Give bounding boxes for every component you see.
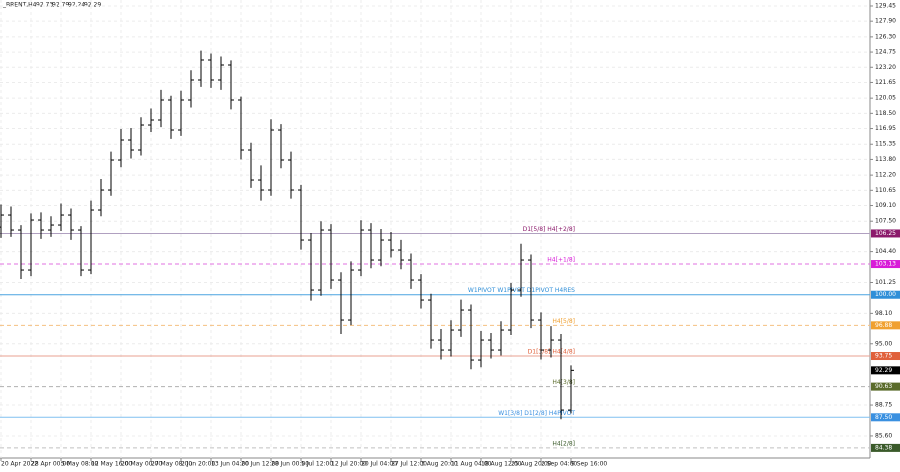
x-tick-label: 5 May 08:00: [61, 461, 99, 468]
y-tick-label: 126.30: [875, 33, 896, 40]
x-tick-label: 12 May 16:00: [91, 461, 132, 468]
x-tick-label: 20 May 00:00: [121, 461, 162, 468]
y-tick-label: 107.50: [875, 218, 896, 225]
quote-value: 92.24: [68, 2, 85, 9]
x-tick-label: 25 Aug 20:00: [511, 461, 552, 468]
level-label: D1[5/8] H4[+2/8]: [523, 226, 575, 233]
x-tick-label: 20 Jun 12:00: [241, 461, 279, 468]
x-tick-label: 20 Jul 04:00: [361, 461, 397, 468]
y-tick-label: 109.10: [875, 202, 896, 209]
level-tag: [871, 382, 900, 391]
quote-value: 92.29: [84, 2, 101, 9]
x-tick-label: 2 Sep 04:00: [541, 461, 577, 468]
y-tick-label: 120.05: [875, 95, 896, 102]
y-tick-label: 121.65: [875, 79, 896, 86]
y-tick-label: 95.00: [875, 340, 892, 347]
level-tag: [871, 413, 900, 422]
y-tick-label: 98.10: [875, 310, 892, 317]
level-label: H4[3/8]: [552, 379, 575, 386]
level-tag-label: 106.25: [875, 230, 896, 237]
level-tag-label: 87.50: [875, 414, 892, 421]
x-tick-label: 18 Aug 12:00: [481, 461, 522, 468]
y-tick-label: 113.80: [875, 156, 896, 163]
level-tag: [871, 229, 900, 238]
y-tick-label: 101.25: [875, 279, 896, 286]
level-tag: [871, 352, 900, 361]
y-tick-label: 116.95: [875, 125, 896, 132]
level-label: H4[+1/8]: [547, 257, 575, 264]
level-tag-label: 100.00: [875, 291, 896, 298]
level-tag: [871, 443, 900, 452]
y-tick-label: 123.20: [875, 64, 896, 71]
x-tick-label: 20 Apr 2022: [1, 461, 38, 468]
chart-title: _BRENT,H4: [2, 2, 37, 9]
x-tick-label: 2 Jun 20:00: [181, 461, 215, 468]
level-label: W1[3/8] D1[2/8] H4PIVOT: [498, 410, 575, 417]
x-tick-label: 11 Aug 04:00: [451, 461, 492, 468]
level-tag-label: 96.88: [875, 322, 892, 329]
quote-value: 92.79: [52, 2, 69, 9]
x-tick-label: 13 Jun 04:00: [211, 461, 249, 468]
level-tag-label: 84.38: [875, 444, 892, 451]
level-tag-label: 103.13: [875, 261, 896, 268]
x-tick-label: 12 Jul 20:00: [331, 461, 367, 468]
x-tick-label: 28 Apr 00:00: [31, 461, 70, 468]
x-tick-label: 9 Sep 16:00: [571, 461, 607, 468]
level-label: H4[5/8]: [552, 318, 575, 325]
level-label: H4[2/8]: [552, 440, 575, 447]
x-tick-label: 27 May 08:00: [151, 461, 192, 468]
level-tag: [871, 321, 900, 330]
y-tick-label: 112.20: [875, 172, 896, 179]
level-tag-label: 93.75: [875, 353, 892, 360]
y-tick-label: 127.90: [875, 18, 896, 25]
y-tick-label: 124.75: [875, 49, 896, 56]
y-tick-label: 85.60: [875, 432, 892, 439]
last-price-tag: [871, 366, 900, 375]
x-tick-label: 27 Jul 12:00: [391, 461, 427, 468]
y-tick-label: 110.65: [875, 187, 896, 194]
y-tick-label: 88.75: [875, 402, 892, 409]
y-tick-label: 104.40: [875, 248, 896, 255]
level-label: W1PIVOT W1PIVOT D1PIVOT H4RES: [468, 287, 575, 294]
y-tick-label: 115.35: [875, 141, 896, 148]
x-tick-label: 3 Aug 20:00: [421, 461, 458, 468]
quote-value: 92.73: [36, 2, 53, 9]
y-tick-label: 129.45: [875, 2, 896, 9]
last-price-label: 92.29: [875, 367, 892, 374]
y-tick-label: 118.50: [875, 110, 896, 117]
x-tick-label: 5 Jul 12:00: [301, 461, 333, 468]
x-tick-label: 28 Jun 00:00: [271, 461, 309, 468]
level-tag: [871, 290, 900, 299]
level-tag: [871, 260, 900, 269]
level-tag-label: 90.63: [875, 383, 892, 390]
